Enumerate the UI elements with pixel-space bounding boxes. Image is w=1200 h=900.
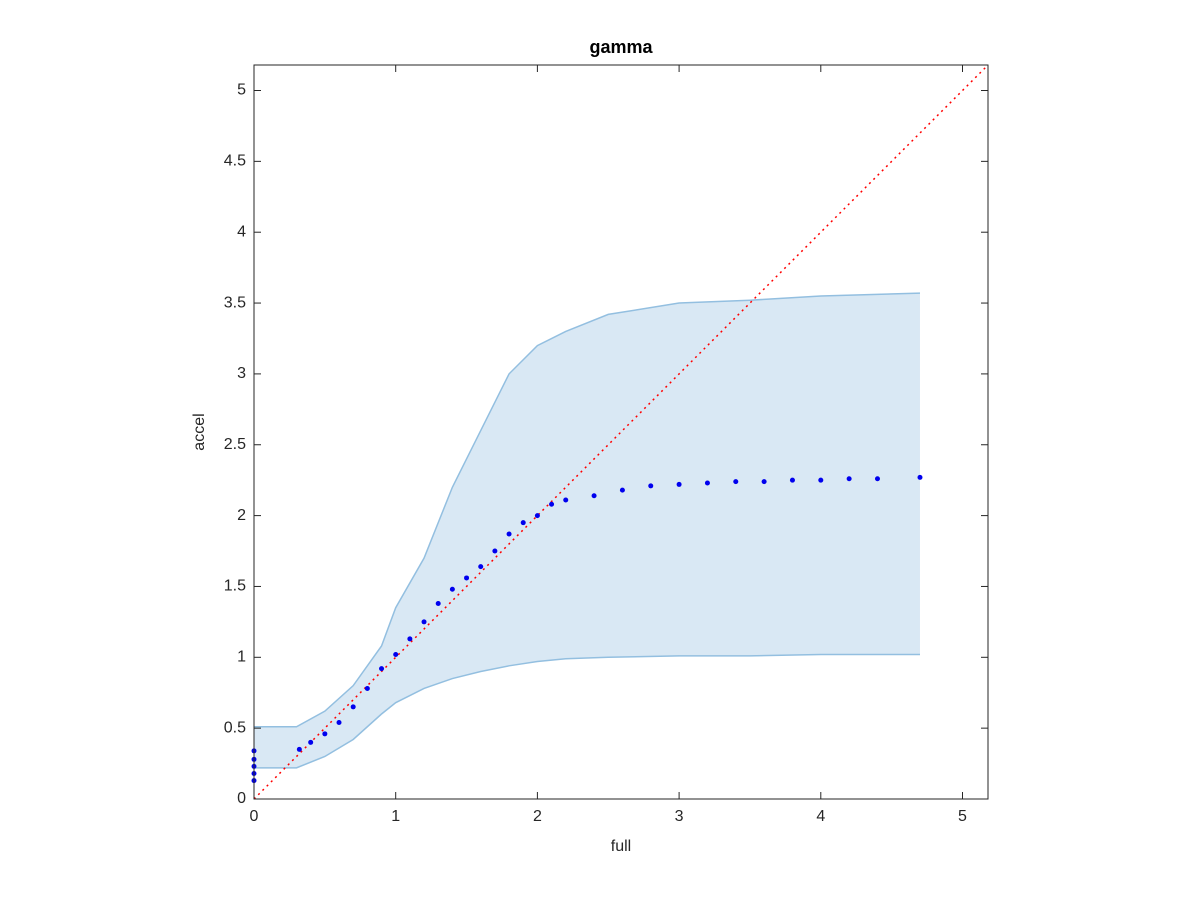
point (296, 746, 302, 752)
x-tick-label: 0 (250, 808, 259, 825)
point (563, 497, 569, 503)
y-tick-label: 4 (237, 223, 246, 240)
point (435, 600, 441, 606)
y-axis-label: accel (191, 413, 208, 450)
band-upper (254, 292, 921, 728)
point (506, 531, 512, 537)
y-tick-label: 3.5 (224, 294, 246, 311)
point (704, 480, 710, 486)
x-tick-label: 5 (958, 808, 967, 825)
point (648, 483, 654, 489)
point (393, 651, 399, 657)
y-tick-label: 3 (237, 365, 246, 382)
point (364, 685, 370, 691)
point (464, 575, 470, 581)
point (761, 479, 767, 485)
point (549, 501, 555, 507)
point (379, 666, 385, 672)
point (336, 719, 342, 725)
band-area (254, 293, 920, 768)
point (449, 586, 455, 592)
y-tick-label: 0.5 (224, 719, 246, 736)
point (350, 704, 356, 710)
point (520, 520, 526, 526)
x-tick-label: 3 (675, 808, 684, 825)
band-lower (254, 653, 920, 769)
y-tick-label: 4.5 (224, 153, 246, 170)
point (619, 487, 625, 493)
point (591, 493, 597, 499)
y-tick-label: 1 (237, 649, 246, 666)
x-axis-label: full (611, 838, 631, 855)
point (789, 477, 795, 483)
y-tick-label: 1.5 (224, 578, 246, 595)
x-tick-label: 2 (533, 808, 542, 825)
point (478, 564, 484, 570)
y-tick-label: 0 (237, 790, 246, 807)
point (492, 548, 498, 554)
point (322, 731, 328, 737)
y-tick-label: 2.5 (224, 436, 246, 453)
point (421, 619, 427, 625)
reference-line (253, 64, 989, 800)
point (308, 739, 314, 745)
x-tick-label: 1 (391, 808, 400, 825)
point (818, 477, 824, 483)
point (534, 513, 540, 519)
x-tick-label: 4 (816, 808, 825, 825)
point (733, 479, 739, 485)
point (917, 474, 923, 480)
axes-box (253, 64, 989, 800)
y-tick-label: 2 (237, 507, 246, 524)
point (407, 636, 413, 642)
point (874, 476, 880, 482)
chart-title: gamma (589, 37, 653, 57)
y-tick-label: 5 (237, 82, 246, 99)
point (676, 481, 682, 487)
point (846, 476, 852, 482)
